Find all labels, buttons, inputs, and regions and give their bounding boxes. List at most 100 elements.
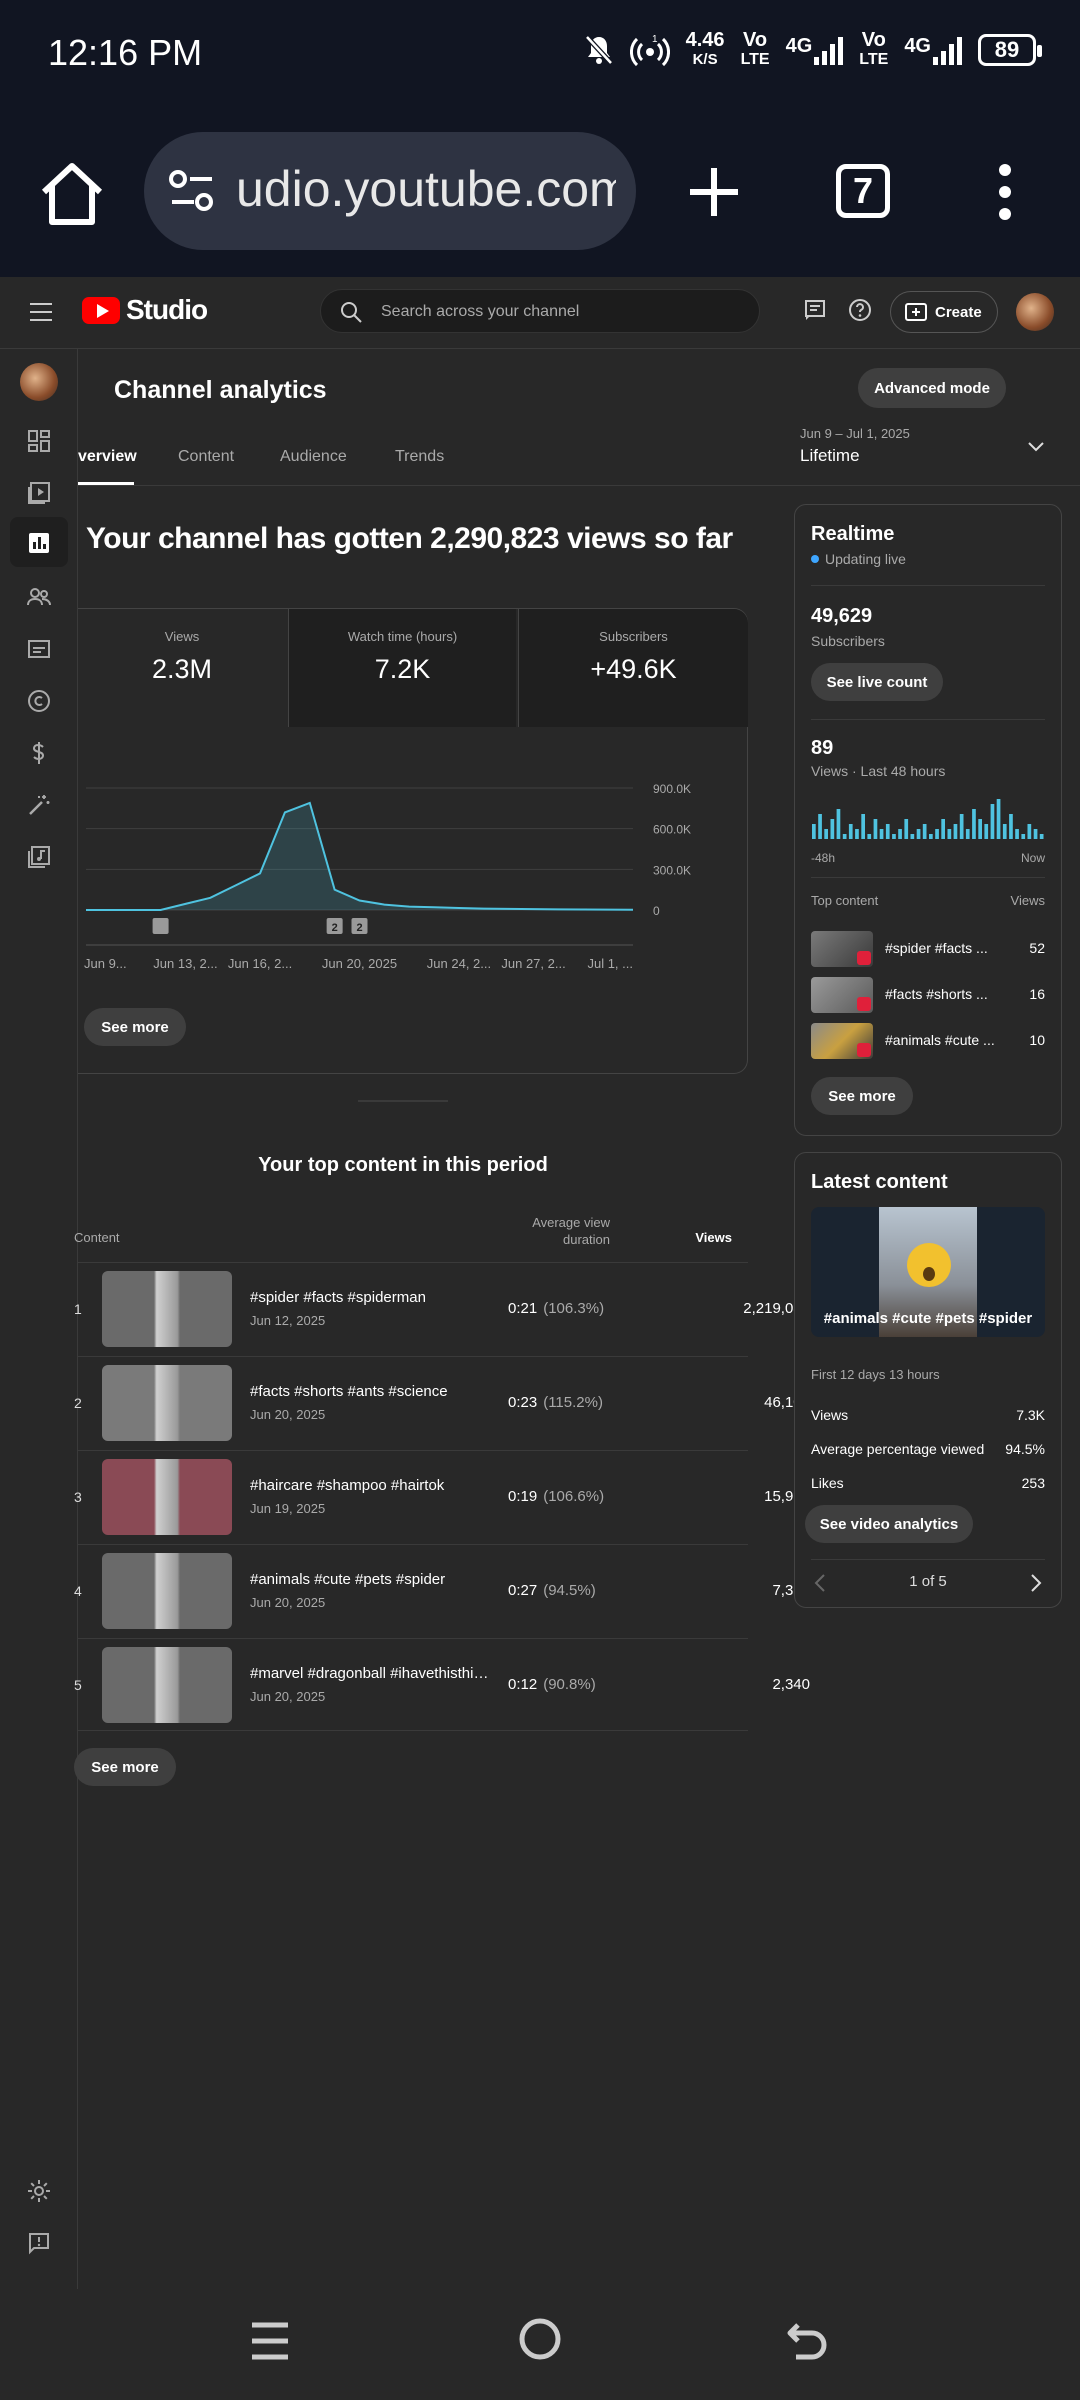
browser-home-icon[interactable] xyxy=(36,158,108,230)
see-live-count-button[interactable]: See live count xyxy=(811,663,943,701)
table-row[interactable]: 2 #facts #shorts #ants #science Jun 20, 20… xyxy=(74,1356,810,1450)
video-title[interactable]: #animals #cute #pets #spider xyxy=(250,1571,446,1588)
content-icon[interactable] xyxy=(27,481,51,505)
create-button[interactable]: Create xyxy=(890,291,998,333)
video-title[interactable]: #facts #shorts #ants #science xyxy=(250,1383,448,1400)
views-headline: Your channel has gotten 2,290,823 views … xyxy=(86,522,733,555)
search-box[interactable] xyxy=(320,289,760,333)
new-tab-icon[interactable] xyxy=(688,166,740,218)
col-header-avd: Average view duration xyxy=(532,1215,610,1247)
video-thumbnail[interactable] xyxy=(102,1459,232,1535)
date-range[interactable]: Jun 9 – Jul 1, 2025 xyxy=(800,426,910,441)
table-row[interactable]: 1 #spider #facts #spiderman Jun 12, 2025 0:… xyxy=(74,1262,810,1356)
realtime-item[interactable]: #spider #facts ... 52 xyxy=(811,931,1045,967)
help-icon[interactable] xyxy=(848,298,872,322)
table-row[interactable]: 4 #animals #cute #pets #spider Jun 20, 202… xyxy=(74,1544,810,1638)
tab-content[interactable]: Content xyxy=(178,448,235,465)
advanced-mode-button[interactable]: Advanced mode xyxy=(858,368,1006,408)
realtime-bar xyxy=(830,819,835,839)
address-bar[interactable]: udio.youtube.com xyxy=(144,132,636,250)
net-speed-unit: K/S xyxy=(692,51,718,68)
browser-menu-icon[interactable] xyxy=(998,164,1012,220)
x-tick-label: Jun 9... xyxy=(84,956,127,971)
tab-overview[interactable]: verview xyxy=(78,448,137,465)
section-divider xyxy=(358,1100,448,1102)
realtime-bar xyxy=(929,834,933,839)
chevron-left-icon[interactable] xyxy=(813,1573,827,1593)
home-circle-icon[interactable] xyxy=(518,2317,562,2361)
chevron-down-icon[interactable] xyxy=(1026,440,1046,454)
send-feedback-icon[interactable] xyxy=(27,2231,51,2255)
realtime-bar xyxy=(953,824,958,839)
tab-switcher-button[interactable]: 7 xyxy=(836,164,890,218)
metric-value: 7.2K xyxy=(374,654,431,684)
avd-time: 0:21 xyxy=(508,1300,538,1317)
settings-gear-icon[interactable] xyxy=(27,2179,51,2203)
realtime-bar xyxy=(855,829,859,839)
subtitles-icon[interactable] xyxy=(27,637,51,661)
see-more-button[interactable]: See more xyxy=(74,1748,176,1786)
earn-dollar-icon[interactable] xyxy=(27,741,51,765)
customization-wand-icon[interactable] xyxy=(27,793,51,817)
realtime-item[interactable]: #animals #cute ... 10 xyxy=(811,1023,1045,1059)
realtime-bar-chart[interactable] xyxy=(811,795,1045,839)
youtube-logo-icon xyxy=(82,296,120,324)
logo-text: Studio xyxy=(126,294,208,325)
sim1-volte: Vo LTE xyxy=(741,30,770,70)
video-thumbnail[interactable] xyxy=(102,1365,232,1441)
studio-logo[interactable]: Studio xyxy=(82,294,208,326)
realtime-bar xyxy=(812,824,816,839)
mute-bell-icon xyxy=(584,35,613,65)
stat-value: 94.5% xyxy=(1005,1441,1045,1457)
account-avatar[interactable] xyxy=(1016,293,1054,331)
hotspot-badge: 1 xyxy=(652,34,658,45)
table-row[interactable]: 3 #haircare #shampoo #hairtok Jun 19, 2025… xyxy=(74,1450,810,1544)
video-thumbnail[interactable] xyxy=(102,1647,232,1723)
metric-watch-time[interactable]: Watch time (hours) 7.2K xyxy=(288,609,516,727)
avg-view-duration: 0:23 (115.2%) xyxy=(508,1394,603,1411)
copyright-icon[interactable] xyxy=(27,689,51,713)
realtime-item[interactable]: #facts #shorts ... 16 xyxy=(811,977,1045,1013)
channel-avatar[interactable] xyxy=(20,363,58,401)
search-input[interactable] xyxy=(381,300,741,324)
analytics-icon[interactable] xyxy=(27,531,51,555)
latest-video-thumbnail[interactable]: #animals #cute #pets #spider xyxy=(811,1207,1045,1337)
hamburger-menu-icon[interactable] xyxy=(30,303,52,321)
dashboard-icon[interactable] xyxy=(27,429,51,453)
realtime-bar xyxy=(996,799,1001,839)
video-thumbnail[interactable] xyxy=(102,1271,232,1347)
metric-views[interactable]: Views 2.3M xyxy=(78,609,286,727)
latest-period-label: First 12 days 13 hours xyxy=(811,1367,940,1382)
date-range-label[interactable]: Lifetime xyxy=(800,446,860,465)
y-tick-label: 0 xyxy=(653,904,660,918)
see-more-button[interactable]: See more xyxy=(84,1008,186,1046)
realtime-bar xyxy=(879,829,884,839)
metric-subscribers[interactable]: Subscribers +49.6K xyxy=(518,609,748,727)
metric-label: Subscribers xyxy=(599,629,668,644)
live-label: Updating live xyxy=(825,551,906,567)
chevron-right-icon[interactable] xyxy=(1029,1573,1043,1593)
video-title[interactable]: #spider #facts #spiderman xyxy=(250,1289,426,1306)
messages-icon[interactable] xyxy=(804,299,826,321)
realtime-see-more-button[interactable]: See more xyxy=(811,1077,913,1115)
divider xyxy=(811,585,1045,586)
video-thumbnail[interactable] xyxy=(102,1553,232,1629)
site-settings-icon[interactable] xyxy=(168,168,216,214)
avd-percent: (115.2%) xyxy=(543,1394,603,1411)
stat-row: Likes 253 xyxy=(811,1475,1045,1491)
back-icon[interactable] xyxy=(786,2319,830,2363)
divider xyxy=(811,719,1045,720)
active-tab-underline xyxy=(78,482,134,485)
recents-icon[interactable] xyxy=(250,2319,290,2363)
realtime-bar xyxy=(892,834,896,839)
tab-trends[interactable]: Trends xyxy=(395,448,445,465)
video-title[interactable]: #marvel #dragonball #ihavethisthing xyxy=(250,1665,490,1682)
see-video-analytics-button[interactable]: See video analytics xyxy=(805,1505,973,1543)
community-icon[interactable] xyxy=(27,585,51,609)
tab-audience[interactable]: Audience xyxy=(280,448,347,465)
table-row[interactable]: 5 #marvel #dragonball #ihavethisthing Jun … xyxy=(74,1638,810,1732)
col-header-views[interactable]: Views xyxy=(695,1230,732,1245)
audio-library-icon[interactable] xyxy=(27,845,51,869)
sim2-net: 4G xyxy=(904,35,931,57)
video-title[interactable]: #haircare #shampoo #hairtok xyxy=(250,1477,445,1494)
